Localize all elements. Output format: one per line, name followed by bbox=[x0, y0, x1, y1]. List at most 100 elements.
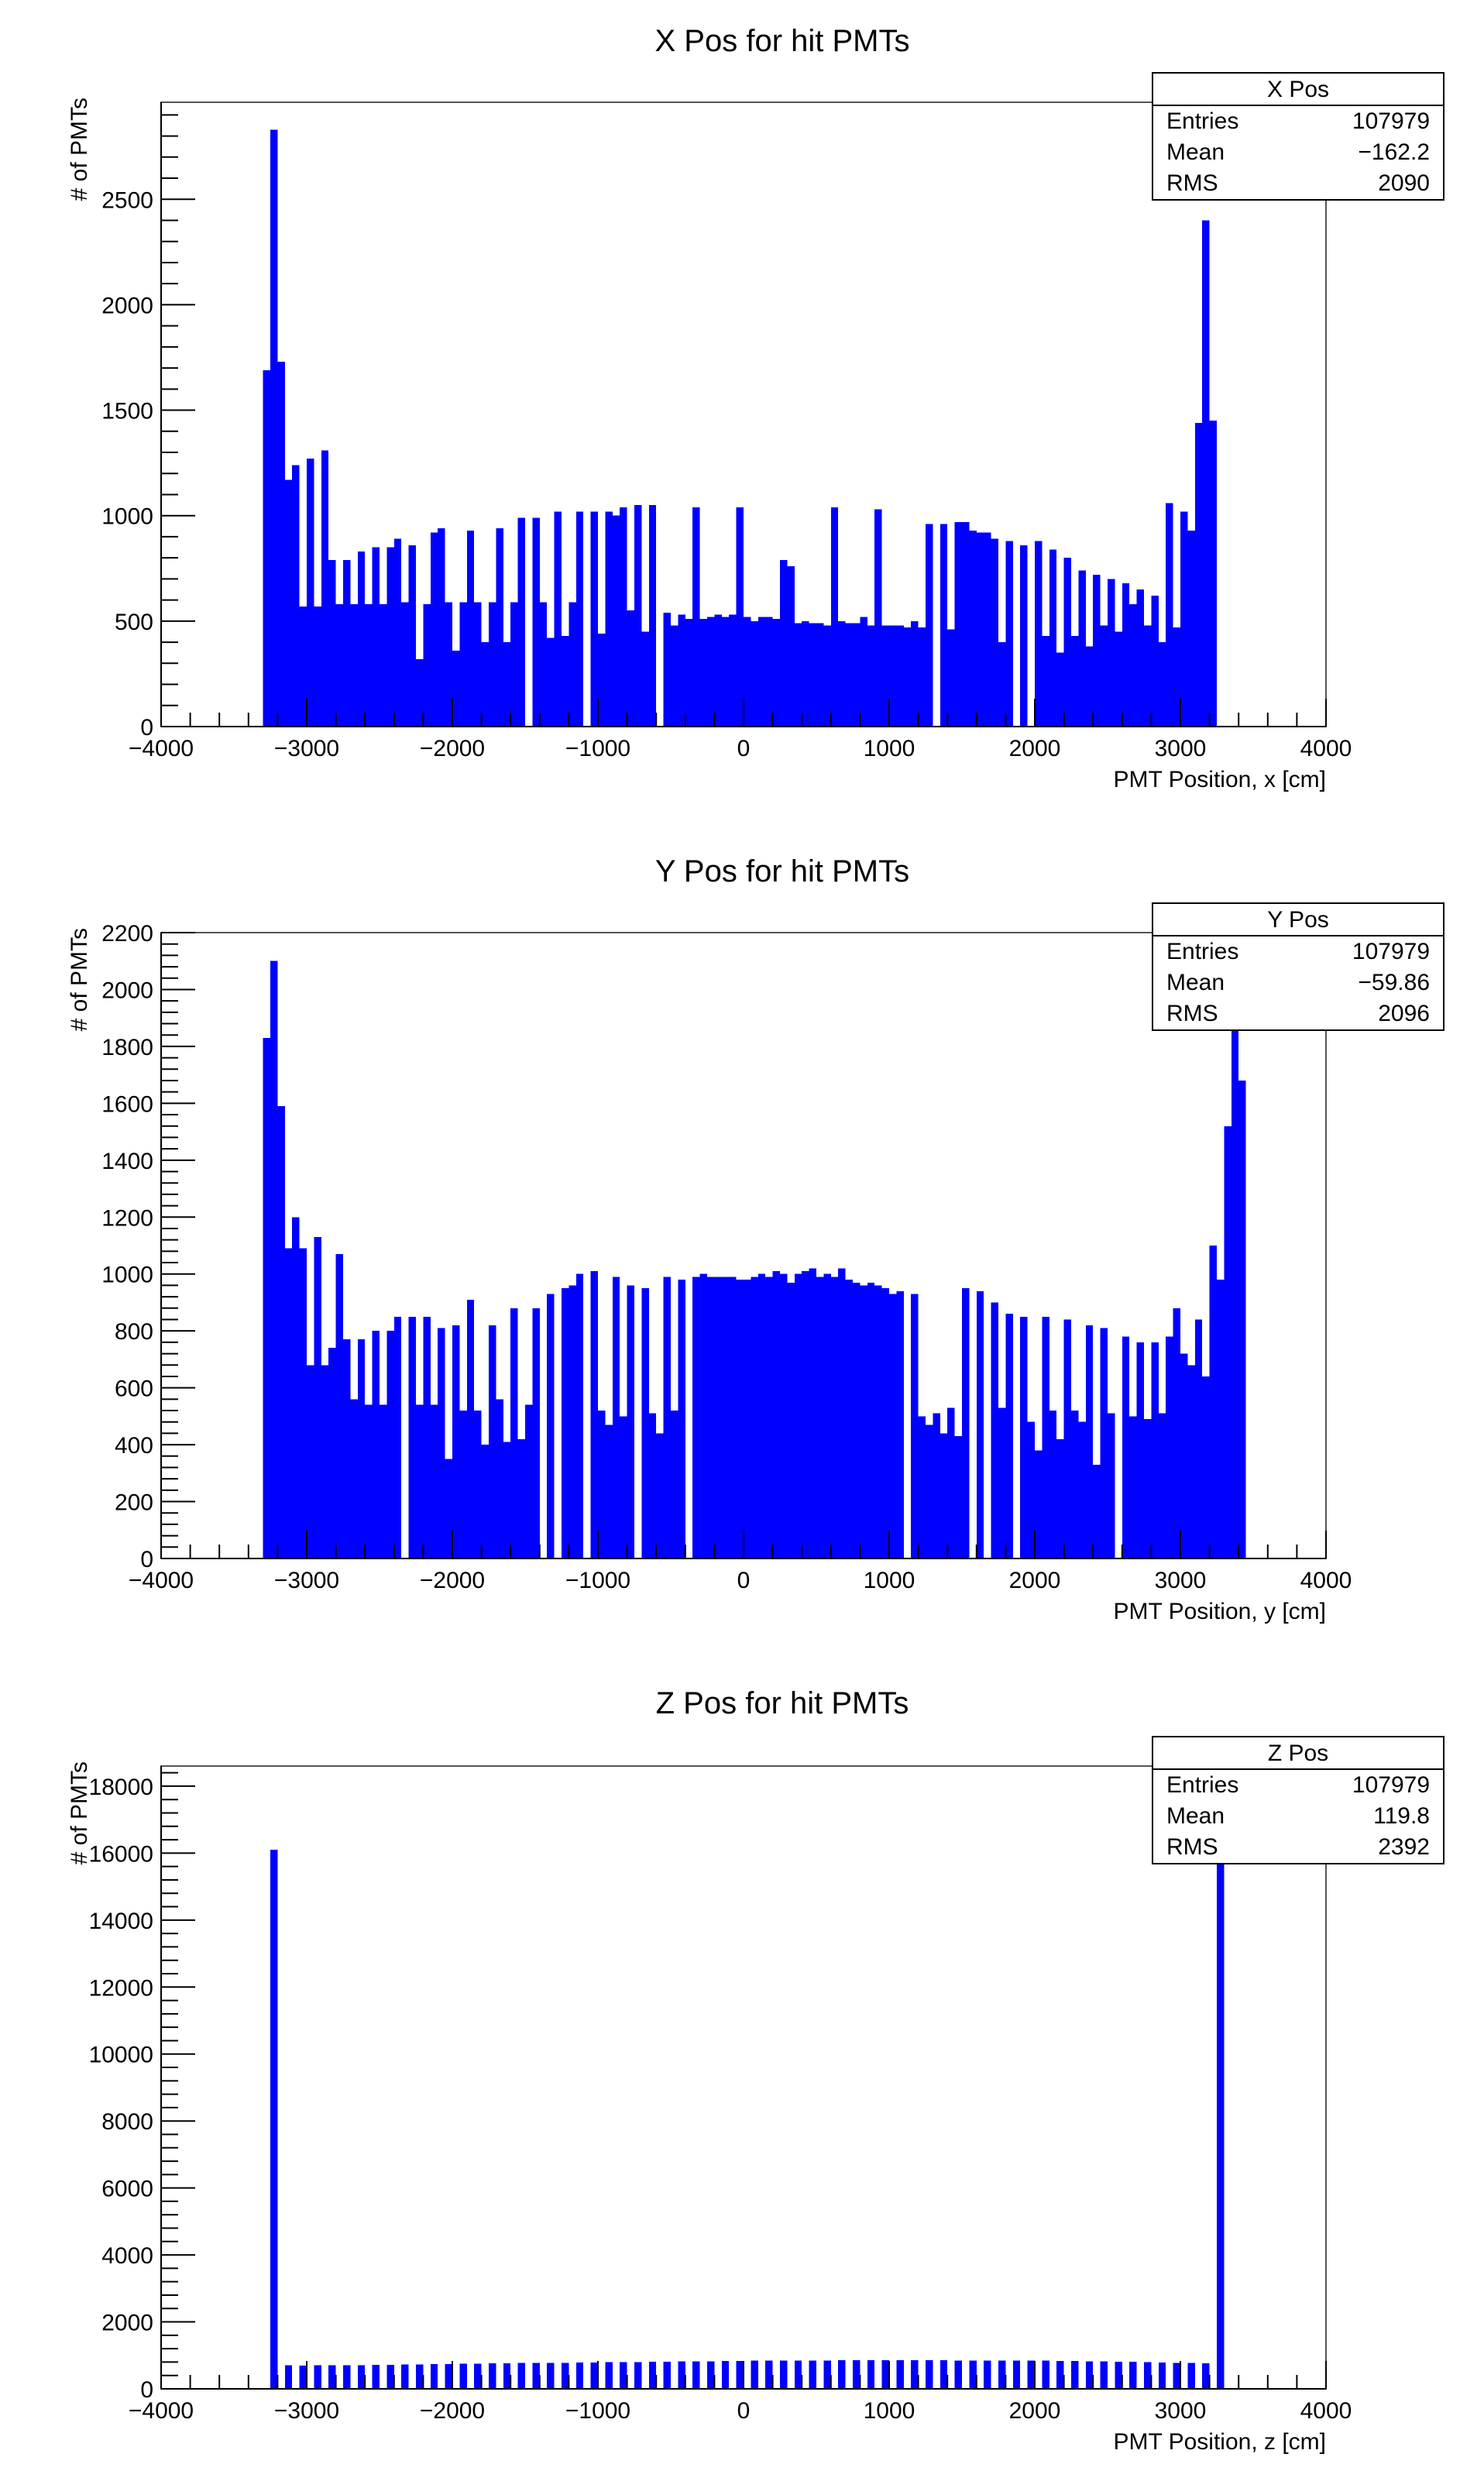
histogram-bar bbox=[962, 1288, 970, 1558]
histogram-bar bbox=[809, 2360, 816, 2389]
histogram-bar bbox=[1187, 1365, 1195, 1558]
histogram-bar bbox=[328, 1348, 336, 1558]
histogram-bar bbox=[430, 2364, 438, 2389]
histogram-bar bbox=[590, 1271, 598, 1558]
histogram-bar bbox=[954, 521, 962, 727]
histogram-bar bbox=[926, 1424, 933, 1558]
histogram-bar bbox=[459, 2363, 467, 2389]
histogram-bar bbox=[357, 551, 366, 727]
y-axis-label: # of PMTs bbox=[67, 98, 92, 201]
histogram-bar bbox=[474, 1411, 482, 1558]
histogram-bar bbox=[1209, 421, 1217, 727]
histogram-bar bbox=[860, 1285, 867, 1558]
histogram-bar bbox=[1085, 646, 1094, 727]
histogram-bar bbox=[263, 369, 270, 727]
histogram-bar bbox=[350, 1399, 358, 1558]
histogram-bar bbox=[721, 1277, 730, 1558]
histogram-bar bbox=[532, 2363, 540, 2389]
histogram-panel-2: Y Pos for hit PMTs −4000 −3000 −2000 −1000 0 1… bbox=[67, 854, 1444, 1624]
histogram-bar bbox=[823, 1273, 831, 1558]
histogram-bar bbox=[765, 2360, 773, 2389]
histogram-bar bbox=[503, 642, 511, 727]
stats-title: X Pos bbox=[1267, 77, 1329, 102]
histogram-bar bbox=[976, 1290, 984, 1558]
histogram-bar bbox=[794, 623, 802, 727]
histogram-bar bbox=[721, 2361, 730, 2389]
x-tick-label: 4000 bbox=[1300, 736, 1352, 761]
histogram-bar bbox=[496, 1399, 503, 1558]
histogram-bar bbox=[416, 2364, 424, 2389]
histogram-bar bbox=[809, 1268, 816, 1558]
stats-box-frame bbox=[1152, 902, 1444, 1031]
stats-rms-label: RMS bbox=[1166, 1834, 1218, 1860]
histogram-bar bbox=[452, 1325, 460, 1558]
histogram-bar bbox=[926, 2359, 933, 2389]
histogram-bar bbox=[794, 2360, 802, 2389]
histogram-bar bbox=[270, 1850, 278, 2389]
histogram-bar bbox=[270, 129, 278, 727]
histogram-bar bbox=[459, 602, 467, 727]
stats-mean-value: −59.86 bbox=[1358, 970, 1430, 995]
histogram-bar bbox=[620, 2362, 627, 2389]
histogram-bar bbox=[991, 538, 998, 727]
histogram-bar bbox=[940, 2359, 948, 2389]
histogram-bar bbox=[343, 1339, 351, 1558]
histogram-bar bbox=[314, 2365, 321, 2389]
histogram-bar bbox=[1231, 1029, 1239, 1558]
histogram-bar bbox=[554, 511, 562, 727]
histogram-bar bbox=[744, 617, 751, 727]
histogram-bar bbox=[707, 2361, 715, 2389]
histogram-bar bbox=[1194, 422, 1203, 727]
histogram-bar bbox=[903, 627, 912, 727]
histogram-bar bbox=[1020, 545, 1028, 727]
histogram-bar bbox=[648, 2361, 657, 2389]
histogram-bar bbox=[401, 602, 409, 727]
histogram-bar bbox=[889, 1294, 897, 1558]
histogram-bar bbox=[1100, 2361, 1108, 2389]
histogram-bar bbox=[1187, 2363, 1195, 2389]
histogram-bar bbox=[656, 1433, 664, 1558]
histogram-bar bbox=[1166, 503, 1173, 727]
histogram-bar bbox=[802, 1271, 809, 1558]
histogram-bar bbox=[445, 1459, 452, 1558]
histogram-bar bbox=[1166, 1336, 1173, 1558]
y-tick-label: 0 bbox=[140, 715, 153, 741]
histogram-bar bbox=[1042, 2360, 1049, 2389]
histogram-bar bbox=[1173, 627, 1180, 727]
histogram-bar bbox=[307, 459, 314, 727]
stats-rms-value: 2392 bbox=[1378, 1834, 1430, 1860]
x-tick-label: 0 bbox=[737, 1568, 751, 1593]
histogram-bar bbox=[678, 614, 685, 727]
histogram-bar bbox=[969, 2360, 977, 2389]
x-tick-label: 1000 bbox=[864, 1568, 915, 1593]
histogram-bar bbox=[918, 1416, 926, 1558]
y-tick-label: 8000 bbox=[101, 2109, 153, 2135]
histogram-bar bbox=[1144, 1419, 1152, 1558]
histogram-bar bbox=[648, 1413, 657, 1558]
histogram-bar bbox=[802, 620, 809, 727]
histogram-bar bbox=[1093, 574, 1101, 727]
histogram-bar bbox=[1049, 1411, 1057, 1558]
histogram-bar bbox=[510, 602, 518, 727]
histogram-bar bbox=[663, 2361, 671, 2389]
y-tick-label: 0 bbox=[140, 1547, 153, 1572]
histogram-bar bbox=[569, 602, 576, 727]
histogram-bar bbox=[525, 1404, 533, 1558]
histogram-panel-1: X Pos for hit PMTs −4000 −3000 −2000 −1000 0 1… bbox=[67, 24, 1444, 792]
histogram-bar bbox=[1158, 1413, 1166, 1558]
y-tick-label: 16000 bbox=[89, 1841, 153, 1867]
histogram-bar bbox=[408, 545, 416, 727]
histogram-bar bbox=[1202, 220, 1210, 727]
chart-title: X Pos for hit PMTs bbox=[655, 24, 910, 58]
histogram-bar bbox=[517, 2363, 525, 2389]
histogram-bar bbox=[823, 625, 831, 727]
histogram-bar bbox=[416, 658, 424, 727]
histogram-bar bbox=[284, 479, 293, 727]
x-axis: −4000 −3000 −2000 −1000 0 1000 2000 3000 4000 PMT… bbox=[129, 2361, 1352, 2455]
histogram-bar bbox=[277, 1106, 285, 1558]
histogram-bar bbox=[1180, 511, 1188, 727]
histogram-bar bbox=[830, 1277, 839, 1558]
histogram-bar bbox=[998, 1407, 1006, 1558]
histogram-bar bbox=[489, 602, 496, 727]
histogram-bar bbox=[575, 2362, 584, 2389]
